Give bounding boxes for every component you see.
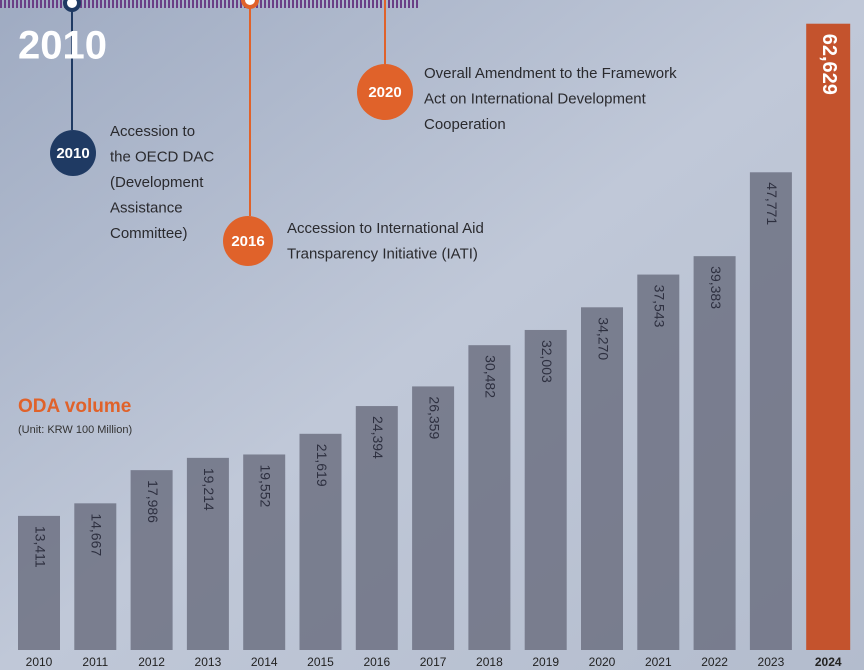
x-tick-label: 2017 xyxy=(420,655,447,669)
bar xyxy=(637,275,679,650)
x-tick-label: 2014 xyxy=(251,655,278,669)
x-tick-label: 2012 xyxy=(138,655,165,669)
timeline-dot xyxy=(65,0,79,10)
timeline-dot xyxy=(243,0,257,7)
x-tick-label: 2020 xyxy=(589,655,616,669)
milestone-text: Transparency Initiative (IATI) xyxy=(287,245,478,262)
chart-title: ODA volume xyxy=(18,396,131,417)
x-tick-label: 2019 xyxy=(532,655,559,669)
x-tick-label: 2024 xyxy=(815,655,842,669)
value-label: 30,482 xyxy=(483,355,499,398)
milestone-text: Cooperation xyxy=(424,116,506,133)
x-tick-label: 2022 xyxy=(701,655,728,669)
value-label: 17,986 xyxy=(145,480,161,523)
value-label: 62,629 xyxy=(818,34,840,95)
x-tick-label: 2015 xyxy=(307,655,334,669)
x-tick-label: 2013 xyxy=(195,655,222,669)
page: {"chart_data": {"type": "bar", "title": … xyxy=(0,0,864,670)
timeline-heading: 2010 xyxy=(18,24,107,68)
x-tick-label: 2021 xyxy=(645,655,672,669)
milestone-text: Overall Amendment to the Framework xyxy=(424,65,677,82)
value-label: 39,383 xyxy=(708,266,724,309)
milestone-text: the OECD DAC xyxy=(110,148,214,165)
milestone-text: Assistance xyxy=(110,199,183,216)
value-label: 19,214 xyxy=(201,468,217,511)
value-label: 26,359 xyxy=(426,396,442,439)
milestone-text: Accession to International Aid xyxy=(287,220,484,237)
value-label: 19,552 xyxy=(257,464,273,507)
value-label: 37,543 xyxy=(652,285,668,328)
x-tick-label: 2023 xyxy=(758,655,785,669)
milestone-text: (Development xyxy=(110,174,204,191)
bar xyxy=(806,24,850,650)
timeline-stripe xyxy=(0,0,420,8)
chart-subtitle: (Unit: KRW 100 Million) xyxy=(18,424,132,436)
milestone-text: Act on International Development xyxy=(424,90,647,107)
value-label: 21,619 xyxy=(314,444,330,487)
x-tick-label: 2018 xyxy=(476,655,503,669)
bar xyxy=(750,172,792,650)
value-label: 24,394 xyxy=(370,416,386,459)
x-tick-label: 2011 xyxy=(82,655,108,669)
x-tick-label: 2016 xyxy=(363,655,390,669)
milestone-text: Accession to xyxy=(110,123,195,140)
infographic: 2010 2010 2016 2020 ODA volume (Unit: KR… xyxy=(0,0,864,670)
value-label: 47,771 xyxy=(764,182,780,225)
milestone-text: Committee) xyxy=(110,225,188,242)
value-label: 32,003 xyxy=(539,340,555,383)
milestone-year: 2010 xyxy=(56,145,89,162)
x-tick-label: 2010 xyxy=(26,655,53,669)
value-label: 14,667 xyxy=(89,513,105,556)
value-label: 34,270 xyxy=(595,317,611,360)
milestone-year: 2020 xyxy=(368,84,401,101)
bar xyxy=(694,256,736,650)
value-label: 13,411 xyxy=(32,526,48,568)
milestone-year: 2016 xyxy=(231,233,264,250)
